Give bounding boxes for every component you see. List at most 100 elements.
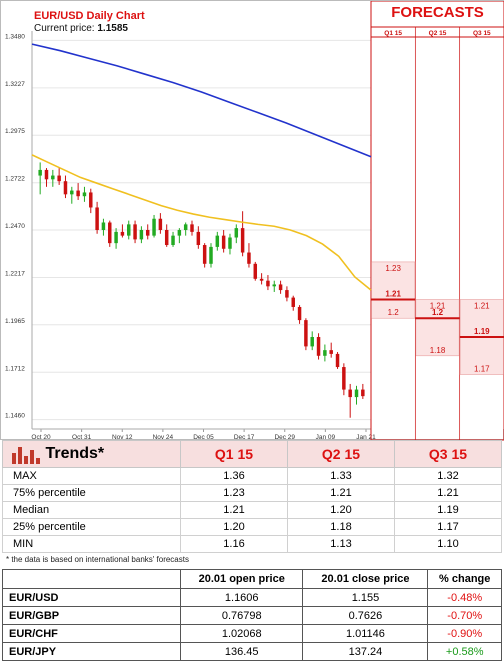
forecast-col-label: Q1 15 [384, 30, 402, 37]
row-label: MIN [2, 535, 181, 553]
candle-body [177, 230, 182, 236]
cell-value: 1.20 [287, 501, 395, 519]
trends-col-q2: Q2 15 [287, 440, 395, 468]
candle-body [228, 237, 232, 249]
forecast-p75-label: 1.21 [474, 301, 490, 310]
candle-body [335, 353, 340, 368]
fx-open: 1.02068 [179, 624, 304, 643]
candle-body [247, 252, 251, 264]
fx-row-eurchf: EUR/CHF 1.02068 1.01146 -0.90% [2, 624, 502, 643]
y-tick-label: 1.3480 [5, 33, 25, 40]
candle-body [139, 230, 144, 240]
candle-body [44, 169, 49, 180]
candle-body [329, 350, 333, 354]
candle-body [171, 235, 175, 246]
candle-body [108, 222, 112, 244]
chart-title: EUR/USD Daily Chart [34, 10, 145, 22]
fx-pair: EUR/GBP [2, 606, 181, 625]
candle-body [221, 235, 226, 249]
candle-body [291, 297, 295, 307]
bar-chart-icon [12, 447, 40, 464]
fx-header-empty [2, 569, 181, 589]
candle-body [133, 224, 137, 240]
fx-close: 0.7626 [302, 606, 429, 625]
candle-body [285, 290, 289, 298]
forecast-median-label: 1.21 [385, 289, 401, 298]
candle-body [127, 224, 131, 236]
row-label: MAX [2, 467, 181, 485]
candle-body [70, 190, 74, 195]
cell-value: 1.13 [287, 535, 395, 553]
cell-value: 1.19 [394, 501, 502, 519]
cell-value: 1.18 [287, 518, 395, 536]
candle-body [196, 231, 201, 246]
candle-body [202, 245, 207, 264]
trends-header-row: Trends* Q1 15 Q2 15 Q3 15 [2, 440, 502, 468]
cell-value: 1.21 [394, 484, 502, 502]
y-tick-label: 1.2470 [5, 223, 25, 230]
fx-table: 20.01 open price 20.01 close price % cha… [2, 569, 502, 661]
candle-body [259, 278, 264, 281]
candle-body [253, 263, 258, 279]
x-tick-label: Oct 31 [72, 434, 92, 441]
candle-body [234, 228, 239, 238]
cell-value: 1.20 [180, 518, 288, 536]
cell-value: 1.10 [394, 535, 502, 553]
cell-value: 1.33 [287, 467, 395, 485]
candle-body [95, 207, 99, 230]
candle-body [297, 306, 302, 321]
candle-body [164, 230, 169, 246]
candle-body [310, 337, 314, 347]
cell-value: 1.16 [180, 535, 288, 553]
moving-average-fast [31, 154, 372, 291]
forecast-col-label: Q3 15 [473, 30, 491, 37]
candle-body [114, 231, 118, 244]
trends-col-q1: Q1 15 [180, 440, 288, 468]
candle-body [120, 231, 125, 236]
trends-row-min: MIN 1.16 1.13 1.10 [2, 535, 502, 553]
fx-close: 1.155 [302, 588, 429, 607]
candle-body [57, 175, 61, 182]
fx-header-row: 20.01 open price 20.01 close price % cha… [2, 569, 502, 589]
x-tick-label: Oct 20 [31, 434, 51, 441]
forecast-p25-label: 1.17 [474, 365, 490, 374]
fx-close: 1.01146 [302, 624, 429, 643]
candle-body [152, 218, 156, 236]
fx-header-close: 20.01 close price [302, 569, 429, 589]
trends-col-q3: Q3 15 [394, 440, 502, 468]
y-tick-label: 1.1712 [5, 365, 25, 372]
row-label: 75% percentile [2, 484, 181, 502]
cell-value: 1.21 [180, 501, 288, 519]
trends-footnote: * the data is based on international ban… [6, 555, 189, 564]
candle-body [342, 367, 346, 390]
forecast-p25-label: 1.18 [430, 346, 446, 355]
fx-pair: EUR/JPY [2, 642, 181, 661]
fx-row-eurgbp: EUR/GBP 0.76798 0.7626 -0.70% [2, 606, 502, 625]
candle-body [316, 337, 321, 356]
trends-table: Trends* Q1 15 Q2 15 Q3 15 MAX 1.36 1.33 … [2, 440, 502, 553]
candle-body [89, 192, 93, 208]
y-tick-label: 1.2975 [5, 128, 25, 135]
cell-value: 1.36 [180, 467, 288, 485]
fx-pair: EUR/CHF [2, 624, 181, 643]
forecast-median-label: 1.19 [474, 327, 490, 336]
candle-body [240, 228, 245, 253]
candle-body [272, 284, 276, 287]
candle-body [158, 218, 163, 230]
cell-value: 1.21 [287, 484, 395, 502]
trends-row-median: Median 1.21 1.20 1.19 [2, 501, 502, 519]
trends-row-max: MAX 1.36 1.33 1.32 [2, 467, 502, 485]
trends-row-p25: 25% percentile 1.20 1.18 1.17 [2, 518, 502, 536]
candle-body [278, 284, 283, 291]
candle-body [101, 222, 106, 230]
x-tick-label: Nov 24 [153, 434, 174, 441]
fx-header-change: % change [427, 569, 502, 589]
x-tick-label: Dec 05 [193, 434, 214, 441]
candle-body [76, 190, 80, 197]
forecast-band [371, 261, 416, 319]
y-tick-label: 1.2722 [5, 176, 25, 183]
candle-body [38, 169, 42, 176]
trends-row-p75: 75% percentile 1.23 1.21 1.21 [2, 484, 502, 502]
trends-title: Trends* [45, 445, 105, 463]
candle-body [215, 235, 220, 247]
